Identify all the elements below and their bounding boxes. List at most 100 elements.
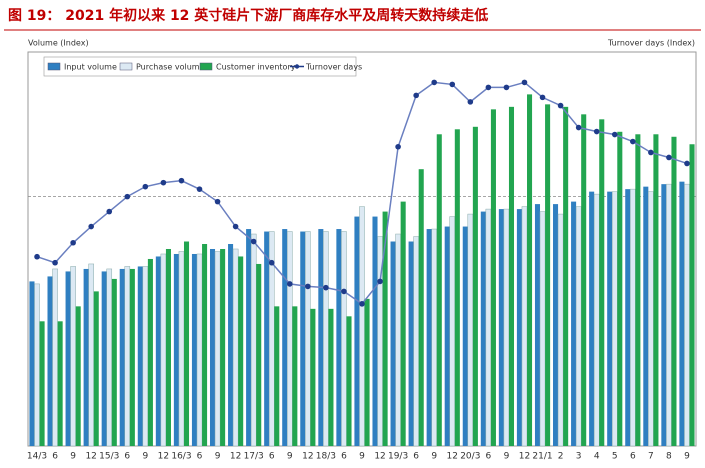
bar (575, 206, 582, 447)
bar (238, 256, 244, 446)
line-point (250, 238, 257, 245)
line-point (196, 186, 203, 192)
x-tick-label: 21/1 (532, 452, 552, 462)
legend-swatch (47, 62, 61, 71)
x-tick-label: 9 (684, 452, 690, 462)
bar (516, 209, 522, 446)
bar (147, 258, 153, 446)
bar (454, 129, 460, 446)
line-point (666, 154, 672, 161)
line-point (575, 124, 582, 131)
x-tick-label: 12 (230, 452, 241, 462)
bar (390, 241, 396, 446)
line-point (539, 94, 546, 101)
bar (679, 181, 685, 446)
x-tick-label: 17/3 (244, 452, 264, 462)
bar (124, 266, 131, 447)
x-tick-label: 9 (504, 452, 510, 462)
bar (462, 226, 468, 446)
bar (661, 184, 667, 446)
bar (364, 298, 370, 446)
bar (359, 206, 365, 447)
x-tick-label: 12 (519, 452, 530, 462)
bar (318, 229, 324, 446)
bar (581, 114, 587, 447)
bar (328, 308, 334, 446)
bar (498, 209, 504, 446)
line-point (359, 301, 365, 307)
y-axis-label: Volume (Index) (28, 39, 89, 48)
bar (274, 306, 280, 446)
x-tick-label: 12 (447, 452, 458, 462)
x-tick-label: 6 (486, 452, 492, 462)
bar (70, 266, 76, 447)
bar (611, 191, 618, 447)
bar (666, 183, 672, 447)
line-point (178, 177, 185, 184)
line-point (232, 223, 239, 230)
bar (382, 211, 388, 446)
bar (323, 231, 329, 447)
bar (521, 206, 528, 447)
x-tick-label: 16/3 (171, 452, 191, 462)
bar (160, 253, 167, 447)
line-point (630, 138, 636, 145)
x-tick-label: 12 (158, 452, 169, 462)
bar (75, 306, 81, 446)
bar (305, 231, 311, 447)
bar (400, 201, 406, 446)
line-point (395, 143, 401, 150)
bar (431, 228, 437, 447)
legend-label: Purchase volume (136, 63, 205, 72)
bar (653, 134, 659, 446)
x-tick-label: 9 (359, 452, 365, 462)
bar (472, 126, 478, 447)
line-point (70, 239, 76, 246)
x-tick-label: 6 (630, 452, 636, 462)
legend-label: Input volume (64, 63, 117, 72)
bar (480, 211, 486, 446)
x-tick-label: 9 (431, 452, 437, 462)
line-point (142, 183, 149, 190)
x-tick-label: 6 (413, 452, 419, 462)
line-point (449, 81, 456, 88)
bar (57, 321, 63, 446)
bar (142, 266, 149, 447)
bar (65, 271, 71, 446)
line-point (124, 193, 131, 200)
bar (88, 263, 94, 447)
bar (246, 229, 252, 446)
bar (413, 236, 419, 447)
line-point (323, 284, 329, 291)
bar (137, 266, 143, 446)
legend-label: Customer inventory (216, 63, 296, 72)
x-tick-label: 4 (594, 452, 600, 462)
bar (553, 204, 559, 446)
y2-axis-label: Turnover days (Index) (607, 39, 695, 48)
bar (372, 216, 378, 446)
bar (539, 211, 546, 447)
bar (250, 233, 257, 447)
x-tick-label: 9 (70, 452, 76, 462)
x-tick-label: 19/3 (388, 452, 408, 462)
x-tick-label: 15/3 (99, 452, 119, 462)
bar (29, 281, 35, 446)
line-point (305, 283, 311, 290)
bar (635, 134, 641, 446)
bar (264, 231, 270, 446)
bar (436, 134, 442, 446)
x-tick-label: 7 (648, 452, 654, 462)
line-point (52, 259, 58, 266)
bar (155, 256, 161, 446)
bar (599, 119, 605, 446)
line-point (88, 223, 94, 230)
legend-swatch (119, 62, 133, 71)
x-tick-label: 6 (197, 452, 203, 462)
bar (93, 291, 99, 446)
x-tick-label: 14/3 (27, 452, 47, 462)
bar (34, 283, 40, 447)
x-tick-label: 6 (124, 452, 130, 462)
bar (341, 231, 347, 447)
bar (426, 229, 432, 446)
